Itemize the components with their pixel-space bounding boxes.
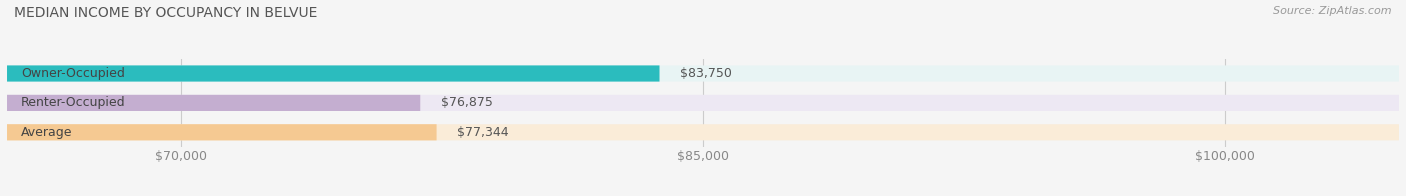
- Text: Average: Average: [21, 126, 73, 139]
- Text: $76,875: $76,875: [441, 96, 494, 109]
- FancyBboxPatch shape: [7, 124, 437, 140]
- Text: $83,750: $83,750: [681, 67, 733, 80]
- Text: Renter-Occupied: Renter-Occupied: [21, 96, 125, 109]
- FancyBboxPatch shape: [7, 124, 1399, 140]
- FancyBboxPatch shape: [7, 65, 1399, 82]
- Text: Owner-Occupied: Owner-Occupied: [21, 67, 125, 80]
- Text: $77,344: $77,344: [457, 126, 509, 139]
- Text: Source: ZipAtlas.com: Source: ZipAtlas.com: [1274, 6, 1392, 16]
- FancyBboxPatch shape: [7, 95, 420, 111]
- Text: MEDIAN INCOME BY OCCUPANCY IN BELVUE: MEDIAN INCOME BY OCCUPANCY IN BELVUE: [14, 6, 318, 20]
- FancyBboxPatch shape: [7, 95, 1399, 111]
- FancyBboxPatch shape: [7, 65, 659, 82]
